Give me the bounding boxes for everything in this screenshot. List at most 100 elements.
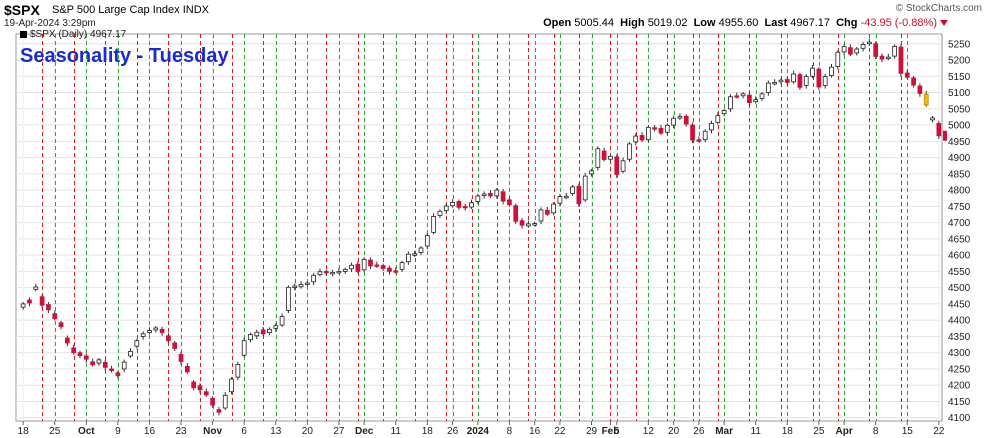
candle-body — [507, 199, 512, 206]
x-tick-label: 27 — [333, 426, 345, 437]
candle-body — [20, 303, 26, 308]
candle-body — [690, 124, 695, 141]
candle-body — [393, 270, 399, 273]
candle-body — [39, 296, 45, 306]
candle-body — [286, 286, 291, 311]
candle-body — [570, 186, 575, 194]
candle-body — [128, 351, 133, 357]
candle-body — [873, 43, 879, 57]
x-tick-label: 8 — [507, 426, 513, 437]
candle-body — [33, 286, 39, 290]
x-tick-label: 9 — [115, 426, 121, 437]
x-tick-label: 26 — [447, 426, 459, 437]
candle-body — [696, 139, 702, 142]
candle-body — [526, 223, 531, 227]
y-tick-label: 4750 — [948, 202, 971, 213]
candle-body — [267, 328, 272, 333]
candle-body — [65, 337, 70, 344]
candle-body — [709, 123, 714, 131]
candle-body — [810, 67, 815, 77]
candle-body — [109, 368, 114, 371]
candle-body — [715, 115, 721, 123]
x-tick-label: Feb — [602, 426, 620, 437]
candle-body — [469, 202, 474, 208]
x-tick-label: 16 — [529, 426, 541, 437]
x-tick-label: 16 — [144, 426, 156, 437]
candle-body — [923, 93, 929, 106]
candle-body — [791, 73, 796, 83]
candle-body — [639, 135, 645, 141]
x-tick-label: 26 — [693, 426, 705, 437]
candle-body — [355, 263, 361, 272]
candle-body — [784, 79, 790, 83]
y-tick-label: 4600 — [948, 251, 971, 262]
candle-body — [803, 76, 809, 86]
y-tick-label: 4900 — [948, 153, 971, 164]
y-tick-label: 4800 — [948, 186, 971, 197]
candle-body — [532, 223, 538, 226]
x-tick-label: 18 — [18, 426, 30, 437]
candle-body — [197, 385, 203, 391]
candle-body — [311, 274, 317, 283]
candle-body — [304, 282, 310, 286]
down-triangle-icon — [940, 20, 948, 27]
candle-body — [538, 209, 544, 222]
candle-body — [765, 82, 771, 93]
candle-body — [867, 41, 872, 45]
candle-body — [58, 322, 64, 328]
candle-body — [336, 271, 342, 274]
x-tick-label: 13 — [270, 426, 282, 437]
x-tick-label: 22 — [933, 426, 945, 437]
candle-body — [443, 205, 449, 211]
candle-body — [450, 202, 455, 207]
candle-body — [222, 394, 228, 409]
candle-body — [178, 353, 184, 362]
candle-body — [147, 330, 152, 333]
index-name: S&P 500 Large Cap Index INDX — [52, 4, 209, 16]
candle-body — [96, 359, 102, 364]
candle-body — [519, 220, 525, 226]
candle-body — [494, 189, 500, 197]
candle-body — [608, 155, 613, 160]
candle-body — [904, 72, 910, 78]
candle-body — [563, 195, 569, 199]
candle-body — [885, 56, 891, 59]
x-tick-label: Nov — [203, 426, 222, 437]
candle-body — [488, 192, 493, 197]
candle-body — [835, 51, 841, 67]
y-tick-label: 5050 — [948, 104, 971, 115]
candle-body — [753, 99, 759, 103]
x-tick-label: 25 — [813, 426, 825, 437]
x-tick-label: 11 — [751, 426, 762, 437]
chart-legend: $SPX (Daily) 4967.17 — [20, 29, 126, 40]
candle-body — [229, 378, 234, 393]
candle-body — [216, 409, 222, 413]
candle-body — [203, 391, 209, 396]
x-tick-label: 15 — [902, 426, 914, 437]
candle-body — [645, 126, 651, 141]
candle-body — [191, 381, 197, 389]
candle-body — [387, 267, 392, 272]
candle-body — [83, 355, 89, 360]
candle-body — [772, 82, 778, 85]
candle-body — [936, 123, 942, 137]
candle-body — [368, 259, 373, 267]
y-tick-label: 4250 — [948, 364, 971, 375]
candle-body — [52, 313, 58, 319]
symbol-label: $SPX — [4, 2, 40, 18]
candle-body — [77, 352, 83, 357]
candle-body — [671, 117, 676, 126]
candle-body — [481, 193, 487, 196]
candle-body — [241, 340, 247, 356]
candle-body — [166, 335, 171, 342]
candle-body — [406, 253, 411, 263]
x-tick-label: 5 — [614, 426, 620, 437]
y-tick-label: 5150 — [948, 72, 971, 83]
candle-body — [544, 209, 550, 215]
candle-body — [614, 156, 620, 175]
candle-body — [816, 68, 822, 88]
candle-body — [71, 347, 77, 354]
candle-body — [848, 47, 853, 55]
candle-body — [235, 364, 241, 378]
x-tick-label: 18 — [782, 426, 794, 437]
